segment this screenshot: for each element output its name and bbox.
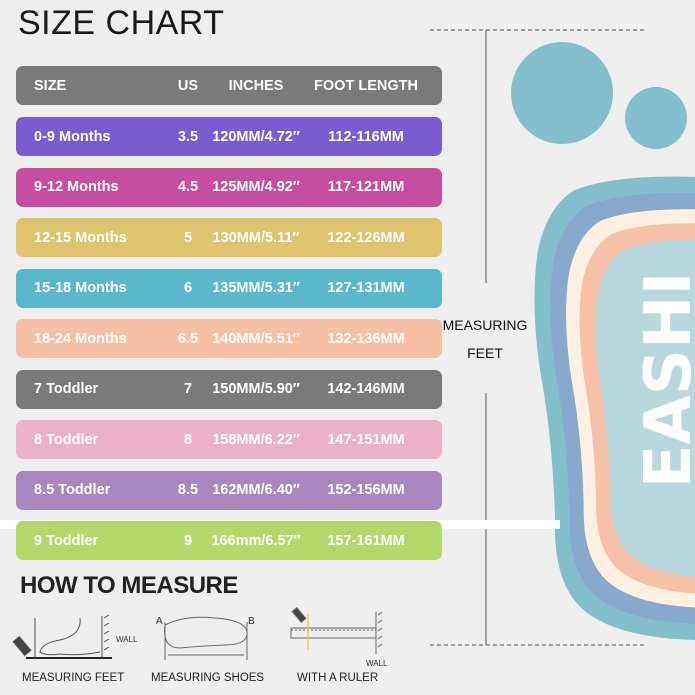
size-cell: 7 Toddler bbox=[34, 381, 99, 397]
measuring-feet-label: MEASURING FEET bbox=[22, 672, 125, 684]
how-to-measure-title: HOW TO MEASURE bbox=[20, 572, 238, 599]
header-foot-length: FOOT LENGTH bbox=[314, 77, 418, 94]
size-row: 8.5 Toddler 8.5 162MM/6.40″ 152-156MM bbox=[16, 470, 442, 510]
size-row: 0-9 Months 3.5 120MM/4.72″ 112-116MM bbox=[16, 117, 442, 156]
foot-length-cell: 122-126MM bbox=[327, 229, 405, 246]
header-inches: INCHES bbox=[228, 77, 284, 94]
inches-cell: 162MM/6.40″ bbox=[212, 482, 300, 498]
header-size: SIZE bbox=[34, 77, 67, 94]
small-toe bbox=[625, 87, 687, 149]
foot-length-cell: 147-151MM bbox=[327, 431, 405, 448]
page-title: SIZE CHART bbox=[18, 4, 225, 42]
us-cell: 8.5 bbox=[177, 482, 199, 498]
us-cell: 6 bbox=[183, 280, 193, 296]
inches-cell: 120MM/4.72″ bbox=[212, 128, 300, 145]
header-us: US bbox=[177, 77, 199, 94]
foot-length-cell: 157-161MM bbox=[327, 532, 405, 549]
sole-layer bbox=[595, 239, 695, 577]
us-cell: 3.5 bbox=[177, 128, 199, 145]
inches-cell: 135MM/5.31″ bbox=[212, 280, 300, 296]
with-a-ruler-label: WITH A RULER bbox=[297, 672, 379, 684]
foot-length-cell: 127-131MM bbox=[327, 280, 405, 296]
size-cell: 9-12 Months bbox=[34, 179, 119, 195]
foot-length-cell: 132-136MM bbox=[327, 330, 405, 347]
size-row: 15-18 Months 6 135MM/5.31″ 127-131MM bbox=[16, 268, 442, 308]
size-cell: 15-18 Months bbox=[34, 280, 127, 296]
size-row: 12-15 Months 5 130MM/5.11″ 122-126MM bbox=[16, 218, 442, 257]
point-b-label: B bbox=[248, 616, 255, 627]
brand-logo: EASHI bbox=[632, 272, 695, 489]
inches-cell: 166mm/6.57″ bbox=[211, 532, 301, 549]
ruler-icon bbox=[290, 607, 383, 654]
foot-length-cell: 112-116MM bbox=[328, 128, 404, 145]
size-row: 9 Toddler 9 166mm/6.57″ 157-161MM bbox=[16, 521, 442, 560]
foot-length-cell: 152-156MM bbox=[327, 482, 405, 498]
point-a-label: A bbox=[156, 616, 163, 627]
foot-length-cell: 142-146MM bbox=[327, 381, 405, 397]
measuring-label-1: MEASURING bbox=[442, 317, 528, 333]
us-cell: 5 bbox=[183, 229, 193, 246]
size-cell: 0-9 Months bbox=[34, 128, 111, 145]
us-cell: 6.5 bbox=[177, 330, 199, 347]
size-cell: 9 Toddler bbox=[34, 532, 99, 549]
size-cell: 8.5 Toddler bbox=[34, 482, 111, 498]
size-cell: 12-15 Months bbox=[34, 229, 127, 246]
measuring-label-2: FEET bbox=[467, 345, 503, 361]
inches-cell: 130MM/5.11″ bbox=[212, 229, 300, 246]
inches-cell: 150MM/5.90″ bbox=[212, 381, 300, 397]
size-row: 18-24 Months 6.5 140MM/5.51″ 132-136MM bbox=[16, 319, 442, 358]
size-row: 9-12 Months 4.5 125MM/4.92″ 117-121MM bbox=[16, 167, 442, 207]
size-row: 7 Toddler 7 150MM/5.90″ 142-146MM bbox=[16, 369, 442, 409]
foot-length-cell: 117-121MM bbox=[327, 179, 405, 195]
size-cell: 18-24 Months bbox=[34, 330, 127, 347]
table-header: SIZE US INCHES FOOT LENGTH bbox=[16, 66, 442, 105]
measuring-shoes-icon bbox=[164, 616, 248, 660]
measuring-shoes-label: MEASURING SHOES bbox=[151, 672, 265, 684]
us-cell: 7 bbox=[183, 381, 193, 397]
us-cell: 4.5 bbox=[177, 179, 199, 195]
wall-label: WALL bbox=[116, 635, 138, 644]
measuring-feet-icon bbox=[12, 614, 112, 659]
wall-label: WALL bbox=[366, 659, 388, 668]
inches-cell: 158MM/6.22″ bbox=[212, 431, 300, 448]
size-cell: 8 Toddler bbox=[34, 431, 99, 448]
size-row: 8 Toddler 8 158MM/6.22″ 147-151MM bbox=[16, 420, 442, 459]
us-cell: 8 bbox=[183, 431, 193, 448]
us-cell: 9 bbox=[183, 532, 193, 549]
big-toe bbox=[511, 42, 613, 144]
inches-cell: 125MM/4.92″ bbox=[212, 179, 300, 195]
inches-cell: 140MM/5.51″ bbox=[212, 330, 300, 347]
